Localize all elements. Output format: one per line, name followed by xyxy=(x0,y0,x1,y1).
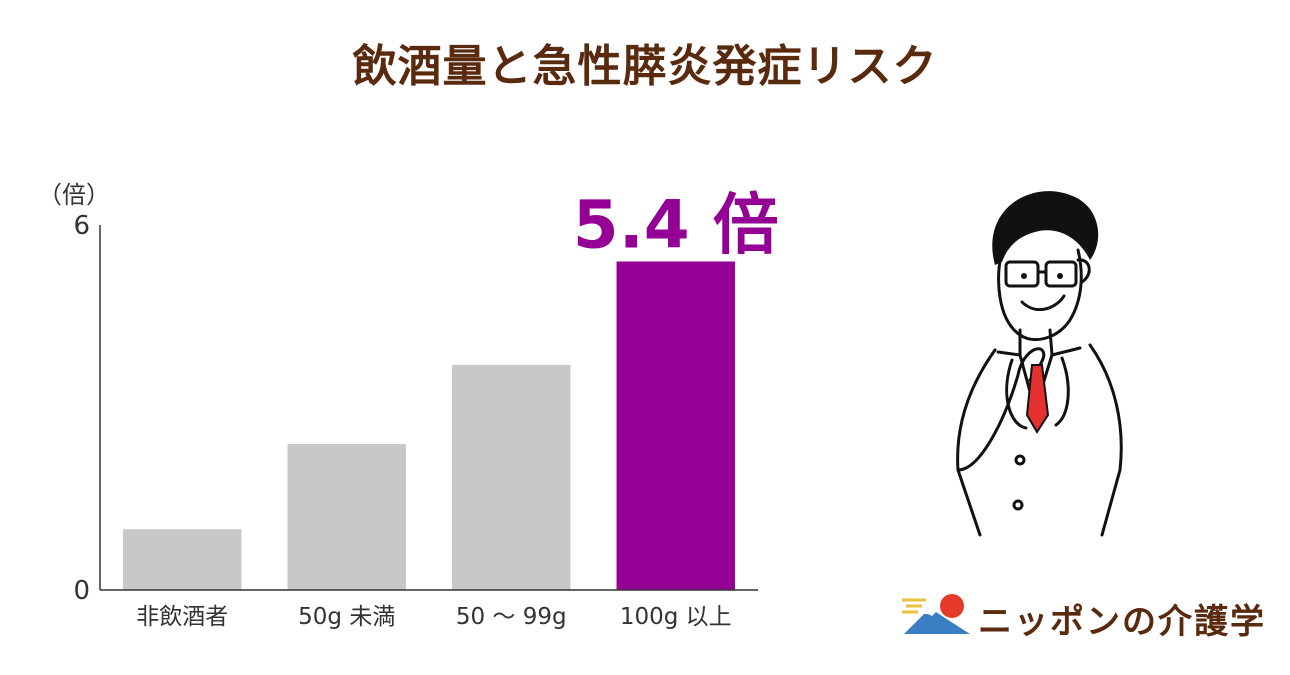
mount-fuji-sun-icon xyxy=(902,594,970,634)
y-tick-label: 6 xyxy=(73,211,90,241)
x-tick-label: 50 〜 99g xyxy=(456,604,567,630)
y-tick-label: 0 xyxy=(73,576,90,606)
x-tick-label: 50g 未満 xyxy=(298,604,395,630)
x-labels-group: 非飲酒者 50g 未満 50 〜 99g 100g 以上 xyxy=(136,604,731,630)
brand-logo: ニッポンの介護学 xyxy=(900,590,1264,642)
logo-text: ニッポンの介護学 xyxy=(978,602,1266,642)
bar-4 xyxy=(616,261,735,590)
bar-2 xyxy=(287,444,406,590)
bar-1 xyxy=(123,529,242,590)
bar-3 xyxy=(452,364,571,590)
x-tick-label: 非飲酒者 xyxy=(136,604,228,630)
x-tick-label: 100g 以上 xyxy=(620,604,732,630)
y-ticks-group: 06 xyxy=(73,211,90,606)
smiling-doctor-icon xyxy=(956,191,1123,537)
y-axis-label: （倍） xyxy=(38,181,110,209)
bar-chart: 06 非飲酒者 50g 未満 50 〜 99g 100g 以上 （倍） 5.4 倍 xyxy=(38,181,779,630)
highlight-annotation: 5.4 倍 xyxy=(573,187,779,264)
bars-group xyxy=(123,261,735,590)
chart-title: 飲酒量と急性膵炎発症リスク xyxy=(352,41,938,92)
